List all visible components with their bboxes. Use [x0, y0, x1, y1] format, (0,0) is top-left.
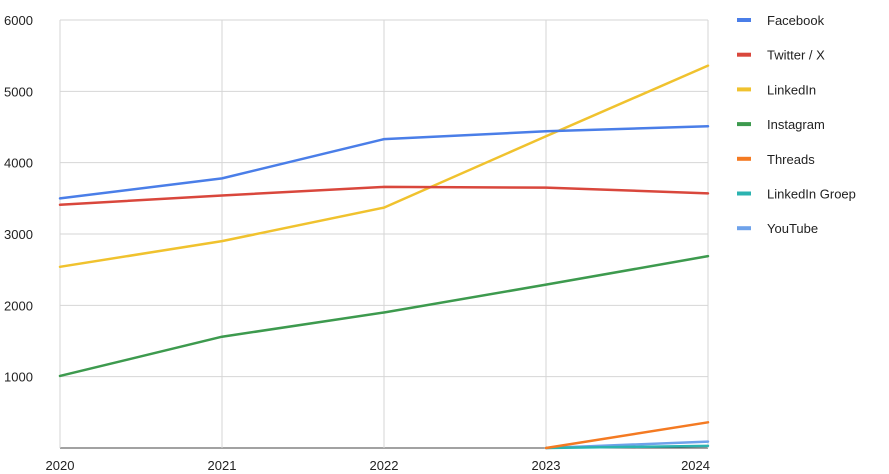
legend-label-linkedin-groep: LinkedIn Groep	[767, 187, 856, 202]
series-lines	[58, 64, 710, 450]
series-line-instagram	[58, 254, 710, 378]
legend-label-facebook: Facebook	[767, 13, 825, 28]
y-tick-label: 2000	[4, 298, 33, 313]
legend-label-youtube: YouTube	[767, 221, 818, 236]
series-line-twitter-x	[58, 185, 710, 207]
x-tick-label: 2024	[681, 458, 710, 473]
series-line-linkedin-groep	[544, 444, 710, 450]
y-tick-label: 3000	[4, 227, 33, 242]
y-tick-label: 6000	[4, 13, 33, 28]
legend: Facebook Twitter / X LinkedIn Instagram Thre…	[737, 13, 856, 236]
legend-label-twitter-x: Twitter / X	[767, 48, 825, 63]
x-tick-label: 2022	[370, 458, 399, 473]
x-tick-label: 2021	[208, 458, 237, 473]
grid	[59, 19, 709, 449]
x-tick-label: 2020	[46, 458, 75, 473]
series-line-facebook	[58, 125, 710, 200]
x-tick-label: 2023	[532, 458, 561, 473]
series-line-linkedin	[58, 64, 710, 269]
legend-label-linkedin: LinkedIn	[767, 82, 816, 97]
legend-label-instagram: Instagram	[767, 117, 825, 132]
y-tick-label: 5000	[4, 84, 33, 99]
y-tick-label: 1000	[4, 370, 33, 385]
y-tick-label: 4000	[4, 156, 33, 171]
x-axis-ticks: 2020 2021 2022 2023 2024	[46, 458, 710, 473]
series-line-threads	[544, 421, 710, 450]
legend-label-threads: Threads	[767, 152, 815, 167]
y-axis-ticks: 1000 2000 3000 4000 5000 6000	[4, 13, 33, 385]
